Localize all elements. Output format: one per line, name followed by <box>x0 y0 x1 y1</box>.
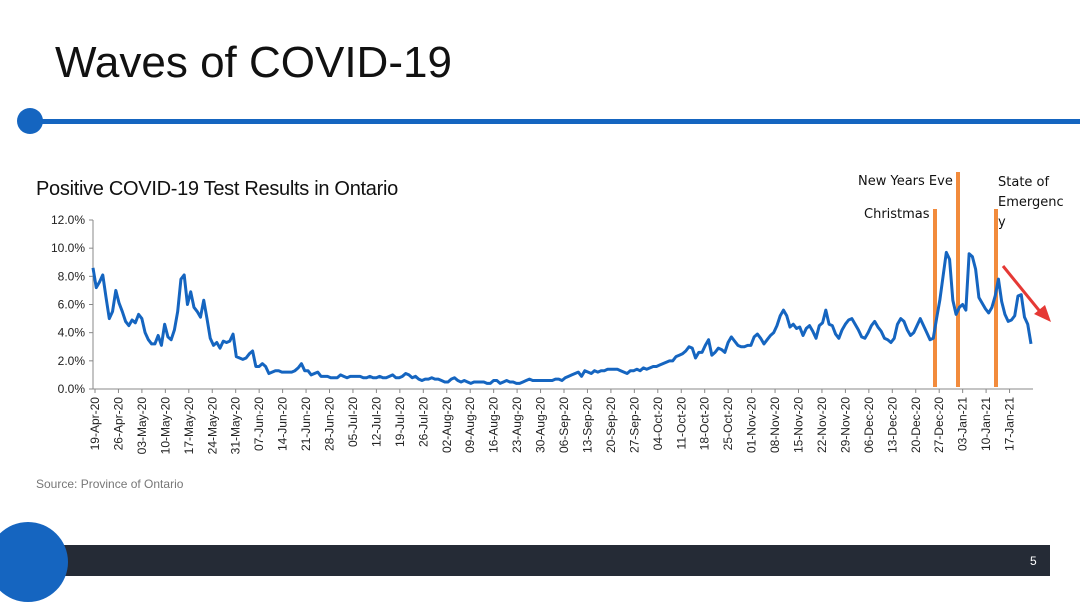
x-tick-label: 30-Aug-20 <box>534 397 548 453</box>
annotation-state-of-emergency-line3: y <box>998 215 1006 230</box>
x-tick-label: 10-May-20 <box>158 397 172 455</box>
x-tick-label: 08-Nov-20 <box>768 397 782 453</box>
y-tick-label: 12.0% <box>51 213 85 227</box>
x-tick-label: 02-Aug-20 <box>440 397 454 453</box>
trend-arrow-line <box>1001 265 1044 315</box>
series-line-positive-rate <box>91 250 1033 385</box>
annotation-new-years-eve: New Years Eve <box>858 174 953 189</box>
x-tick-label: 11-Oct-20 <box>674 397 688 450</box>
trend-arrow-head <box>1034 305 1051 322</box>
y-tick-label: 8.0% <box>58 269 86 283</box>
footer-decor-circle <box>0 522 68 602</box>
x-tick-label: 16-Aug-20 <box>487 397 501 453</box>
x-tick-label: 27-Dec-20 <box>932 397 946 453</box>
y-tick-label: 10.0% <box>51 241 85 255</box>
x-tick-label: 07-Jun-20 <box>252 397 266 451</box>
x-tick-label: 17-May-20 <box>182 397 196 455</box>
x-tick-label: 15-Nov-20 <box>792 397 806 453</box>
annotation-state-of-emergency-line2: Emergenc <box>998 195 1064 210</box>
chart-title: Positive COVID-19 Test Results in Ontari… <box>36 178 398 200</box>
x-tick-label: 25-Oct-20 <box>721 397 735 451</box>
x-tick-label: 06-Dec-20 <box>862 397 876 453</box>
x-tick-label: 20-Dec-20 <box>909 397 923 453</box>
y-tick-label: 6.0% <box>58 298 86 312</box>
x-tick-label: 20-Sep-20 <box>604 397 618 453</box>
title-divider <box>30 119 1080 124</box>
x-tick-label: 19-Apr-20 <box>88 397 102 451</box>
x-tick-label: 03-Jan-21 <box>956 397 970 451</box>
y-tick-label: 2.0% <box>58 354 86 368</box>
x-tick-label: 10-Jan-21 <box>979 397 993 451</box>
x-tick-label: 26-Jul-20 <box>416 397 430 447</box>
x-tick-label: 12-Jul-20 <box>369 397 383 447</box>
x-tick-label: 26-Apr-20 <box>111 397 125 451</box>
x-tick-label: 27-Sep-20 <box>627 397 641 453</box>
x-tick-label: 21-Jun-20 <box>299 397 313 451</box>
x-tick-label: 03-May-20 <box>135 397 149 455</box>
x-tick-label: 05-Jul-20 <box>346 397 360 447</box>
x-tick-label: 13-Dec-20 <box>885 397 899 453</box>
x-tick-label: 24-May-20 <box>205 397 219 455</box>
x-tick-label: 23-Aug-20 <box>510 397 524 453</box>
annotation-christmas: Christmas <box>864 207 930 222</box>
x-tick-label: 31-May-20 <box>229 397 243 455</box>
annotation-state-of-emergency-line1: State of <box>998 175 1050 190</box>
x-tick-label: 17-Jan-21 <box>1003 397 1017 451</box>
x-tick-label: 04-Oct-20 <box>651 397 665 451</box>
source-note: Source: Province of Ontario <box>36 477 184 491</box>
x-tick-label: 18-Oct-20 <box>698 397 712 451</box>
title-divider-dot <box>17 108 43 134</box>
x-tick-label: 09-Aug-20 <box>463 397 477 453</box>
y-tick-label: 4.0% <box>58 326 86 340</box>
x-tick-label: 01-Nov-20 <box>745 397 759 453</box>
footer-bar <box>0 545 1050 576</box>
x-tick-label: 19-Jul-20 <box>393 397 407 447</box>
y-tick-label: 0.0% <box>58 382 86 396</box>
line-chart: 0.0% 2.0% 4.0% 6.0% 8.0% 10.0% 12.0% 19-Apr-20 2… <box>51 172 1051 455</box>
x-tick-label: 06-Sep-20 <box>557 397 571 453</box>
x-tick-label: 22-Nov-20 <box>815 397 829 453</box>
x-tick-label: 28-Jun-20 <box>323 397 337 451</box>
page-number: 5 <box>1030 554 1037 568</box>
x-tick-label: 29-Nov-20 <box>838 397 852 453</box>
x-tick-label: 14-Jun-20 <box>276 397 290 451</box>
slide-title: Waves of COVID-19 <box>55 38 452 87</box>
x-tick-label: 13-Sep-20 <box>580 397 594 453</box>
